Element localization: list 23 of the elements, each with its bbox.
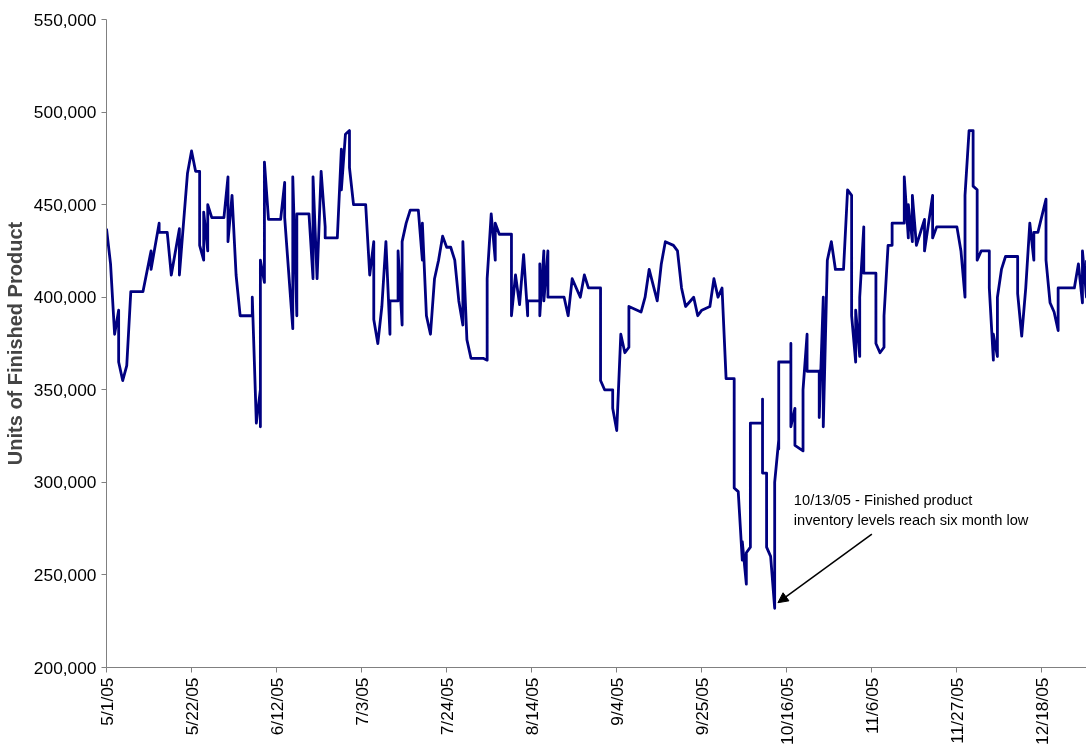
x-tick-label: 9/4/05 bbox=[606, 677, 627, 726]
x-tick-label: 11/27/05 bbox=[946, 677, 967, 744]
y-tick-label: 300,000 bbox=[33, 472, 97, 493]
x-tick-label: 5/1/05 bbox=[96, 677, 117, 726]
x-tick-label: 11/6/05 bbox=[861, 677, 882, 735]
x-tick-label: 5/22/05 bbox=[181, 677, 202, 736]
y-tick-label: 500,000 bbox=[33, 102, 97, 123]
x-tick-label: 7/24/05 bbox=[436, 677, 457, 736]
x-tick-label: 10/16/05 bbox=[776, 677, 797, 745]
x-tick-label: 7/3/05 bbox=[351, 677, 372, 726]
annotation: 10/13/05 - Finished product inventory levels reach six month low bbox=[793, 491, 1029, 528]
y-tick-label: 550,000 bbox=[33, 9, 97, 30]
x-tick-label: 8/14/05 bbox=[521, 677, 542, 736]
x-tick-label: 12/18/05 bbox=[1031, 677, 1052, 745]
y-axis-title: Units of Finished Product bbox=[3, 221, 26, 466]
y-tick-label: 250,000 bbox=[33, 564, 97, 585]
x-tick-label: 6/12/05 bbox=[266, 677, 287, 736]
x-tick-label: 9/25/05 bbox=[691, 677, 712, 736]
y-tick-label: 200,000 bbox=[33, 657, 97, 678]
y-tick-label: 450,000 bbox=[33, 194, 97, 215]
line-series bbox=[106, 129, 1086, 610]
y-tick-label: 350,000 bbox=[33, 379, 97, 400]
y-tick-label: 400,000 bbox=[33, 287, 97, 308]
